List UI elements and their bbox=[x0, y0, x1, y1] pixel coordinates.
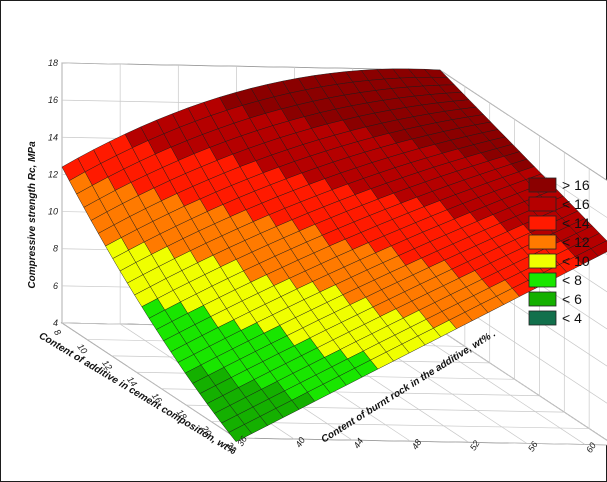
legend-label: > 16 bbox=[562, 177, 590, 193]
legend-swatch bbox=[528, 215, 557, 231]
z-axis-label: Compressive strength Rc, MPa bbox=[27, 141, 38, 289]
grid-line bbox=[439, 329, 607, 441]
legend-swatch bbox=[528, 272, 557, 288]
z-tick-label: 4 bbox=[53, 318, 58, 328]
x-tick-label: 12 bbox=[100, 358, 114, 372]
y-tick-label: 56 bbox=[526, 440, 540, 454]
z-tick-label: 16 bbox=[48, 95, 58, 105]
z-tick-label: 12 bbox=[48, 169, 58, 179]
legend-swatch bbox=[528, 196, 557, 212]
surface-cell bbox=[228, 424, 253, 442]
legend-swatch bbox=[528, 253, 557, 269]
grid-line bbox=[61, 322, 237, 439]
y-tick-label: 44 bbox=[352, 436, 366, 450]
z-tick-label: 8 bbox=[53, 244, 58, 254]
legend-label: < 16 bbox=[562, 196, 590, 212]
y-tick-label: 52 bbox=[468, 439, 482, 453]
grid-line bbox=[410, 329, 586, 445]
x-tick-label: 10 bbox=[75, 342, 89, 356]
z-tick-label: 10 bbox=[48, 207, 58, 217]
legend: > 16 < 16 < 14 < 12 < 10 < 8 < 6 < 4 bbox=[528, 177, 590, 326]
legend-label: < 10 bbox=[562, 253, 590, 269]
legend-label: < 8 bbox=[562, 272, 582, 288]
legend-swatch bbox=[528, 291, 557, 307]
y-tick-label: 60 bbox=[584, 441, 598, 455]
z-tick-label: 6 bbox=[53, 281, 58, 291]
y-tick-label: 36 bbox=[235, 434, 249, 448]
x-tick-label: 18 bbox=[175, 407, 189, 421]
grid-line bbox=[211, 421, 590, 429]
legend-swatch bbox=[528, 177, 557, 193]
legend-label: < 4 bbox=[562, 310, 582, 326]
x-tick-label: 16 bbox=[150, 391, 164, 405]
legend-swatch bbox=[528, 234, 557, 250]
legend-label: < 12 bbox=[562, 234, 590, 250]
legend-swatch bbox=[528, 310, 557, 326]
x-tick-label: 14 bbox=[125, 375, 139, 389]
z-tick-label: 18 bbox=[48, 58, 58, 68]
y-tick-label: 40 bbox=[293, 435, 307, 449]
y-tick-label: 48 bbox=[410, 437, 424, 451]
grid-line bbox=[235, 437, 607, 446]
x-tick-label: 8 bbox=[52, 327, 63, 337]
legend-label: < 14 bbox=[562, 215, 590, 231]
legend-label: < 6 bbox=[562, 291, 582, 307]
z-tick-label: 14 bbox=[48, 132, 58, 142]
